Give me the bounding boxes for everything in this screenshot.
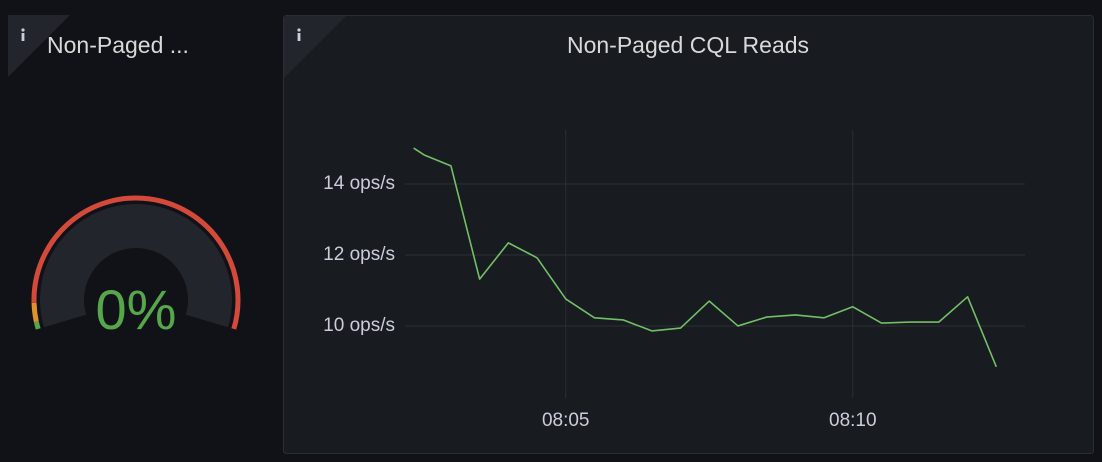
threshold-band — [31, 302, 39, 323]
y-tick-label: 12 ops/s — [323, 244, 395, 265]
panel-title: Non-Paged ... — [47, 32, 189, 58]
threshold-band — [33, 321, 41, 330]
x-tick-label: 08:10 — [829, 410, 877, 431]
gauge: 0% — [31, 195, 241, 341]
threshold-band — [31, 195, 241, 330]
y-tick-label: 10 ops/s — [323, 315, 395, 336]
x-tick-label: 08:05 — [542, 410, 590, 431]
info-icon — [21, 28, 25, 41]
series-line — [413, 147, 998, 368]
panel-title: Non-Paged CQL Reads — [567, 32, 809, 58]
info-icon — [297, 28, 301, 41]
plot: 10 ops/s 12 ops/s 14 ops/s 08:05 08:10 — [323, 130, 1025, 431]
line-panel — [283, 15, 1094, 454]
gauge-value: 0% — [96, 278, 177, 341]
y-tick-label: 14 ops/s — [323, 173, 395, 194]
gauge-track — [40, 204, 232, 328]
